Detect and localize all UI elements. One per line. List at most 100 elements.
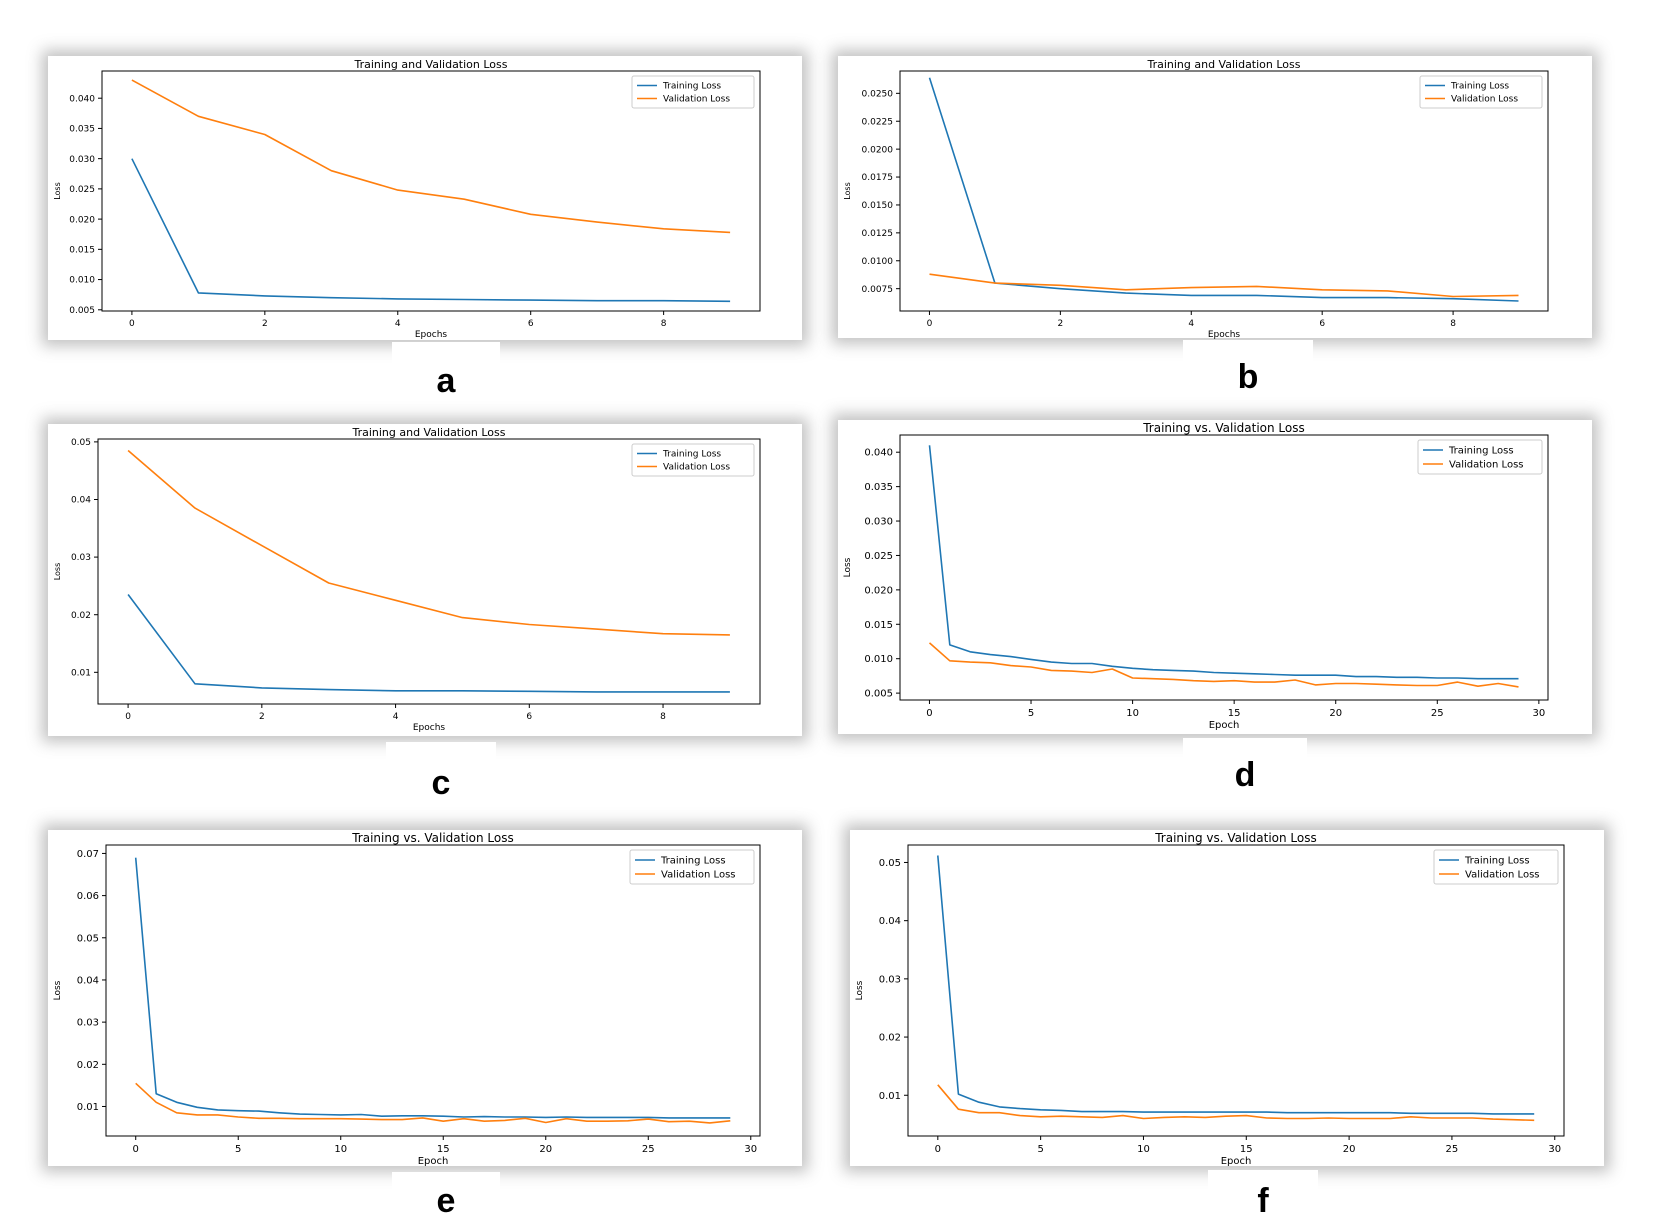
validation-loss-line [127, 449, 730, 636]
chart-title: Training vs. Validation Loss [351, 831, 514, 845]
y-tick-label: 0.04 [71, 496, 91, 506]
panel-label-e: e [392, 1172, 500, 1228]
x-axis-label: Epochs [1208, 330, 1241, 340]
y-tick-label: 0.05 [71, 438, 91, 448]
chart-panel-f: Training vs. Validation Loss 0 5 10 15 20 25 30… [850, 830, 1604, 1167]
y-tick-label: 0.03 [879, 974, 901, 985]
x-tick-label: 5 [1037, 1144, 1043, 1155]
training-loss-line [937, 855, 1535, 1115]
x-tick-label: 10 [1137, 1144, 1150, 1155]
y-axis-label: Loss [53, 980, 63, 1000]
panel-label-text: e [436, 1182, 456, 1220]
y-axis-label: Loss [53, 182, 62, 200]
y-tick-label: 0.010 [864, 654, 893, 665]
x-tick-label: 30 [744, 1144, 757, 1155]
y-tick-label: 0.040 [864, 448, 893, 459]
loss-chart-f: Training vs. Validation Loss 0 5 10 15 20 25 30… [855, 831, 1565, 1167]
y-tick-label: 0.02 [71, 611, 91, 621]
y-tick-label: 0.0150 [862, 201, 894, 211]
validation-loss-line [131, 79, 731, 234]
x-tick-label: 0 [927, 319, 933, 329]
y-axis-label: Loss [843, 182, 852, 200]
legend-box [1433, 849, 1559, 885]
x-tick-label: 5 [235, 1144, 241, 1155]
x-tick-label: 15 [437, 1144, 450, 1155]
y-tick-label: 0.01 [879, 1091, 901, 1102]
y-tick-label: 0.03 [71, 553, 91, 563]
x-axis-label: Epoch [1221, 1156, 1252, 1167]
y-axis-label: Loss [843, 557, 853, 577]
legend-training-label: Training Loss [1450, 82, 1509, 92]
x-tick-label: 20 [539, 1144, 552, 1155]
legend-training-label: Training Loss [662, 82, 721, 92]
chart-panel-a: Training and Validation Loss 0 2 4 6 8 0.005 0.… [48, 56, 802, 340]
y-tick-label: 0.015 [69, 245, 95, 255]
y-tick-label: 0.03 [77, 1018, 99, 1029]
x-tick-label: 0 [935, 1144, 941, 1155]
x-tick-label: 10 [334, 1144, 347, 1155]
legend-training-label: Training Loss [662, 450, 721, 460]
training-loss-line [127, 594, 730, 693]
x-tick-label: 30 [1548, 1144, 1561, 1155]
y-tick-label: 0.01 [77, 1102, 99, 1113]
legend-validation-label: Validation Loss [1449, 460, 1524, 471]
plot-frame [97, 438, 761, 705]
x-tick-label: 0 [129, 319, 135, 329]
x-tick-label: 2 [259, 712, 265, 722]
y-tick-label: 0.005 [69, 306, 95, 316]
y-tick-label: 0.020 [69, 215, 95, 225]
x-tick-label: 25 [1446, 1144, 1459, 1155]
x-tick-label: 4 [393, 712, 399, 722]
y-tick-label: 0.035 [69, 125, 95, 135]
panel-label-text: c [431, 764, 451, 802]
y-tick-label: 0.005 [864, 689, 893, 700]
loss-chart-e: Training vs. Validation Loss 0 5 10 15 20 25 30… [53, 831, 761, 1167]
y-tick-label: 0.010 [69, 276, 95, 286]
legend-training-label: Training Loss [1464, 856, 1530, 867]
training-loss-line [928, 77, 1519, 302]
legend-training-label: Training Loss [660, 856, 726, 867]
legend-validation-label: Validation Loss [663, 463, 730, 473]
training-loss-line [131, 158, 731, 303]
y-tick-label: 0.04 [879, 916, 901, 927]
legend-validation-label: Validation Loss [1465, 870, 1540, 881]
plot-frame [907, 844, 1565, 1137]
chart-panel-e: Training vs. Validation Loss 0 5 10 15 20 25 30… [48, 830, 802, 1167]
x-tick-label: 4 [395, 319, 401, 329]
y-tick-label: 0.0075 [862, 285, 894, 295]
plot-frame [105, 844, 761, 1137]
x-tick-label: 6 [528, 319, 534, 329]
legend: Training Loss Validation Loss [629, 849, 755, 885]
x-axis-label: Epoch [418, 1156, 449, 1167]
legend: Training Loss Validation Loss [1419, 75, 1543, 109]
y-tick-label: 0.02 [879, 1033, 901, 1044]
y-tick-label: 0.06 [77, 891, 99, 902]
y-tick-label: 0.035 [864, 482, 893, 493]
x-tick-label: 15 [1240, 1144, 1253, 1155]
legend: Training Loss Validation Loss [1417, 439, 1543, 475]
legend-box [629, 849, 755, 885]
panel-label-text: d [1234, 756, 1256, 794]
y-tick-label: 0.0200 [862, 145, 894, 155]
y-tick-label: 0.0250 [862, 89, 894, 99]
x-tick-label: 10 [1126, 708, 1139, 719]
y-tick-label: 0.07 [77, 849, 99, 860]
chart-title: Training vs. Validation Loss [1142, 421, 1305, 435]
legend: Training Loss Validation Loss [631, 443, 755, 477]
y-tick-label: 0.040 [69, 94, 95, 104]
legend-box [1419, 75, 1543, 109]
loss-chart-a: Training and Validation Loss 0 2 4 6 8 0.005 0.… [53, 58, 761, 340]
panel-label-d: d [1183, 738, 1307, 818]
y-tick-label: 0.01 [71, 668, 91, 678]
x-tick-label: 15 [1228, 708, 1241, 719]
chart-title: Training vs. Validation Loss [1154, 831, 1317, 845]
legend: Training Loss Validation Loss [1433, 849, 1559, 885]
x-tick-label: 2 [262, 319, 268, 329]
y-tick-label: 0.0100 [862, 257, 894, 267]
x-axis-label: Epoch [1209, 720, 1240, 731]
loss-chart-d: Training vs. Validation Loss 0 5 10 15 20 25 30… [843, 421, 1549, 731]
x-tick-label: 8 [660, 712, 666, 722]
x-tick-label: 0 [125, 712, 131, 722]
y-tick-label: 0.030 [864, 517, 893, 528]
legend-box [1417, 439, 1543, 475]
